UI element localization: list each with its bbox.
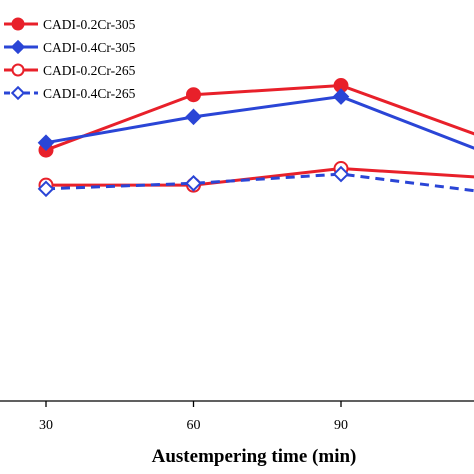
x-axis: 30 60 90	[0, 400, 474, 433]
legend-label: CADI-0.4Cr-305	[43, 40, 136, 55]
data-point	[185, 174, 202, 192]
series-CADI-0.2Cr-265	[38, 161, 474, 193]
legend-item: CADI-0.4Cr-265	[4, 85, 136, 101]
data-point	[37, 134, 55, 152]
series-line	[45, 83, 474, 152]
legend-label: CADI-0.2Cr-305	[43, 17, 136, 32]
data-point	[332, 165, 350, 183]
legend: CADI-0.2Cr-305 CADI-0.4Cr-305 CADI-0.2Cr-2…	[4, 17, 136, 101]
legend-item: CADI-0.2Cr-305	[4, 17, 136, 32]
x-tick-label: 90	[334, 418, 348, 433]
series-CADI-0.4Cr-265	[37, 165, 474, 198]
data-point	[332, 88, 350, 105]
legend-item: CADI-0.2Cr-265	[4, 63, 136, 78]
data-point	[186, 87, 201, 103]
legend-label: CADI-0.4Cr-265	[43, 86, 136, 101]
legend-label: CADI-0.2Cr-265	[43, 63, 136, 78]
series-layer	[37, 78, 474, 198]
x-tick-label: 30	[39, 418, 53, 433]
data-point	[37, 180, 55, 198]
x-axis-label: Austempering time (min)	[152, 446, 357, 467]
legend-marker	[10, 39, 26, 55]
legend-item: CADI-0.4Cr-305	[4, 39, 136, 55]
series-CADI-0.4Cr-305	[37, 88, 474, 152]
x-tick-label: 60	[187, 418, 201, 433]
series-line	[45, 95, 474, 150]
data-point	[185, 108, 202, 126]
legend-marker	[11, 63, 25, 77]
series-line	[46, 167, 474, 187]
legend-marker	[10, 85, 26, 101]
legend-marker	[11, 17, 25, 31]
